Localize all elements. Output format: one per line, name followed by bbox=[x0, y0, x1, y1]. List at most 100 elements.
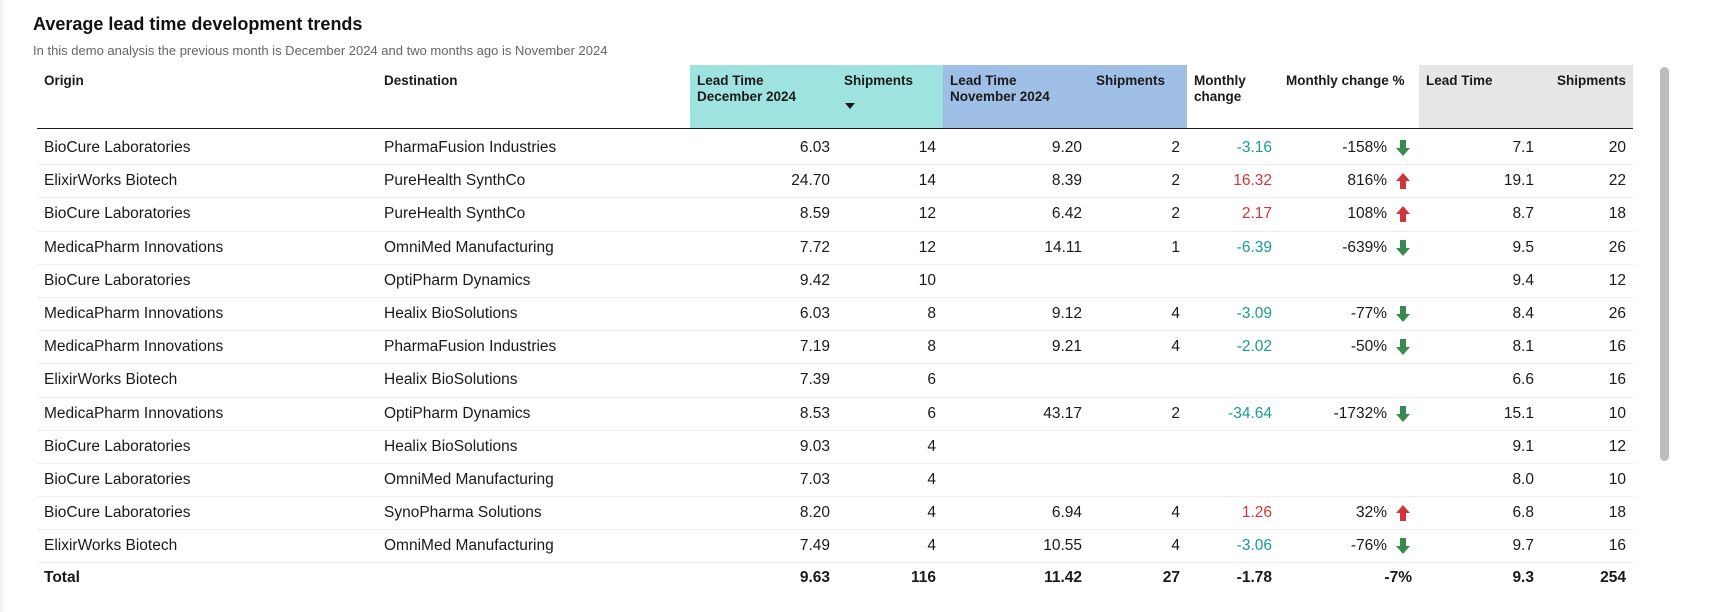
column-header-origin[interactable]: Origin bbox=[37, 65, 377, 129]
origin-cell: ElixirWorks Biotech bbox=[37, 363, 377, 398]
monthly-change-pct-value: -77% bbox=[1350, 305, 1387, 323]
shipments-december-cell: 4 bbox=[837, 463, 943, 498]
lead-time-december-cell: 7.19 bbox=[690, 330, 837, 365]
monthly-change-pct-wrap bbox=[1387, 440, 1412, 458]
shipments-november-cell bbox=[1089, 463, 1187, 498]
monthly-change-pct-cell bbox=[1279, 463, 1419, 498]
monthly-change-pct-cell bbox=[1279, 363, 1419, 398]
origin-cell: MedicaPharm Innovations bbox=[37, 231, 377, 265]
lead-time-december-cell: 7.49 bbox=[690, 529, 837, 564]
column-header-destination[interactable]: Destination bbox=[377, 65, 690, 129]
monthly-change-pct-cell: -77% bbox=[1279, 297, 1419, 332]
destination-cell: PureHealth SynthCo bbox=[377, 197, 690, 232]
column-header-monthly-change-pct[interactable]: Monthly change % bbox=[1279, 65, 1419, 129]
table-row[interactable]: ElixirWorks Biotech PureHealth SynthCo 24.… bbox=[37, 164, 1633, 199]
arrow-spacer bbox=[1394, 373, 1412, 391]
column-header-label: Monthly bbox=[1194, 73, 1246, 88]
lead-time-november-cell: 9.20 bbox=[943, 128, 1089, 166]
monthly-change-pct-cell: 816% bbox=[1279, 164, 1419, 199]
lead-time-november-cell: 9.12 bbox=[943, 297, 1089, 332]
lead-time-cell: 9.1 bbox=[1419, 430, 1541, 464]
monthly-change-pct-wrap bbox=[1387, 373, 1412, 391]
monthly-change-cell bbox=[1187, 430, 1279, 464]
shipments-november-cell: 2 bbox=[1089, 397, 1187, 431]
monthly-change-cell: 16.32 bbox=[1187, 164, 1279, 199]
table-row[interactable]: BioCure Laboratories PureHealth SynthCo 8.… bbox=[37, 197, 1633, 232]
arrow-down-icon bbox=[1394, 305, 1412, 323]
lead-time-cell: 6.8 bbox=[1419, 496, 1541, 531]
shipments-november-cell: 4 bbox=[1089, 297, 1187, 332]
column-header-lead-time-december[interactable]: Lead Time December 2024 bbox=[690, 65, 837, 129]
monthly-change-pct-value: -76% bbox=[1350, 537, 1387, 555]
table-row[interactable]: BioCure Laboratories OptiPharm Dynamics 9.… bbox=[37, 264, 1633, 298]
shipments-cell: 16 bbox=[1541, 363, 1633, 398]
lead-time-november-cell bbox=[943, 363, 1089, 398]
table-row[interactable]: MedicaPharm Innovations OptiPharm Dynamic… bbox=[37, 397, 1633, 431]
monthly-change-pct-cell: -639% bbox=[1279, 231, 1419, 265]
arrow-down-icon bbox=[1394, 338, 1412, 356]
monthly-change-cell: -2.02 bbox=[1187, 330, 1279, 365]
column-header-shipments-november[interactable]: Shipments bbox=[1089, 65, 1187, 129]
shipments-cell: 12 bbox=[1541, 264, 1633, 298]
monthly-change-pct-cell: 108% bbox=[1279, 197, 1419, 232]
sort-descending-icon[interactable] bbox=[845, 103, 855, 109]
arrow-down-icon bbox=[1394, 405, 1412, 423]
monthly-change-pct-wrap bbox=[1387, 274, 1412, 292]
vertical-scrollbar[interactable] bbox=[1658, 65, 1670, 463]
monthly-change-cell: 1.26 bbox=[1187, 496, 1279, 531]
lead-time-november-cell: 8.39 bbox=[943, 164, 1089, 199]
monthly-change-cell: -3.09 bbox=[1187, 297, 1279, 332]
lead-time-december-cell: 8.59 bbox=[690, 197, 837, 232]
monthly-change-pct-wrap: -639% bbox=[1342, 239, 1412, 257]
table-row[interactable]: BioCure Laboratories SynoPharma Solutions… bbox=[37, 496, 1633, 531]
total-shipments-december: 116 bbox=[837, 562, 943, 594]
total-lead-time-november: 11.42 bbox=[943, 562, 1089, 594]
lead-time-november-cell bbox=[943, 463, 1089, 498]
shipments-november-cell bbox=[1089, 363, 1187, 398]
monthly-change-pct-wrap bbox=[1387, 473, 1412, 491]
scrollbar-thumb[interactable] bbox=[1660, 67, 1669, 461]
lead-time-cell: 9.4 bbox=[1419, 264, 1541, 298]
column-header-shipments-december[interactable]: Shipments bbox=[837, 65, 943, 129]
monthly-change-pct-wrap: -1732% bbox=[1334, 405, 1412, 423]
monthly-change-cell: -34.64 bbox=[1187, 397, 1279, 431]
shipments-december-cell: 12 bbox=[837, 231, 943, 265]
shipments-december-cell: 6 bbox=[837, 397, 943, 431]
lead-time-table: Origin Destination Lead Time December 20… bbox=[37, 65, 1633, 594]
lead-time-cell: 8.0 bbox=[1419, 463, 1541, 498]
monthly-change-pct-cell: 32% bbox=[1279, 496, 1419, 531]
table-row[interactable]: BioCure Laboratories OmniMed Manufacturin… bbox=[37, 463, 1633, 498]
arrow-down-icon bbox=[1394, 537, 1412, 555]
column-header-label: change bbox=[1194, 89, 1242, 104]
table-row[interactable]: MedicaPharm Innovations OmniMed Manufactu… bbox=[37, 231, 1633, 265]
lead-time-november-cell: 9.21 bbox=[943, 330, 1089, 365]
destination-cell: Healix BioSolutions bbox=[377, 363, 690, 398]
shipments-december-cell: 4 bbox=[837, 529, 943, 564]
table-row[interactable]: BioCure Laboratories Healix BioSolutions 9… bbox=[37, 430, 1633, 464]
column-header-label: Shipments bbox=[844, 73, 914, 88]
lead-time-cell: 8.7 bbox=[1419, 197, 1541, 232]
shipments-december-cell: 8 bbox=[837, 297, 943, 332]
monthly-change-pct-cell bbox=[1279, 430, 1419, 464]
column-header-lead-time[interactable]: Lead Time bbox=[1419, 65, 1541, 129]
table-row[interactable]: MedicaPharm Innovations Healix BioSolutio… bbox=[37, 297, 1633, 332]
monthly-change-pct-value: 32% bbox=[1355, 504, 1387, 522]
table-row[interactable]: ElixirWorks Biotech Healix BioSolutions 7.… bbox=[37, 363, 1633, 398]
report-title: Average lead time development trends bbox=[33, 14, 363, 34]
origin-cell: BioCure Laboratories bbox=[37, 197, 377, 232]
shipments-november-cell: 1 bbox=[1089, 231, 1187, 265]
monthly-change-pct-wrap: 816% bbox=[1347, 172, 1412, 190]
shipments-cell: 10 bbox=[1541, 463, 1633, 498]
table-row[interactable]: BioCure Laboratories PharmaFusion Industr… bbox=[37, 128, 1633, 166]
lead-time-cell: 19.1 bbox=[1419, 164, 1541, 199]
column-header-monthly-change[interactable]: Monthly change bbox=[1187, 65, 1279, 129]
total-monthly-change-pct: -7% bbox=[1279, 562, 1419, 594]
column-header-shipments[interactable]: Shipments bbox=[1541, 65, 1633, 129]
monthly-change-cell: -6.39 bbox=[1187, 231, 1279, 265]
origin-cell: ElixirWorks Biotech bbox=[37, 529, 377, 564]
destination-cell: PureHealth SynthCo bbox=[377, 164, 690, 199]
column-header-lead-time-november[interactable]: Lead Time November 2024 bbox=[943, 65, 1089, 129]
table-row[interactable]: ElixirWorks Biotech OmniMed Manufacturing… bbox=[37, 529, 1633, 564]
table-row[interactable]: MedicaPharm Innovations PharmaFusion Indu… bbox=[37, 330, 1633, 365]
lead-time-december-cell: 8.53 bbox=[690, 397, 837, 431]
